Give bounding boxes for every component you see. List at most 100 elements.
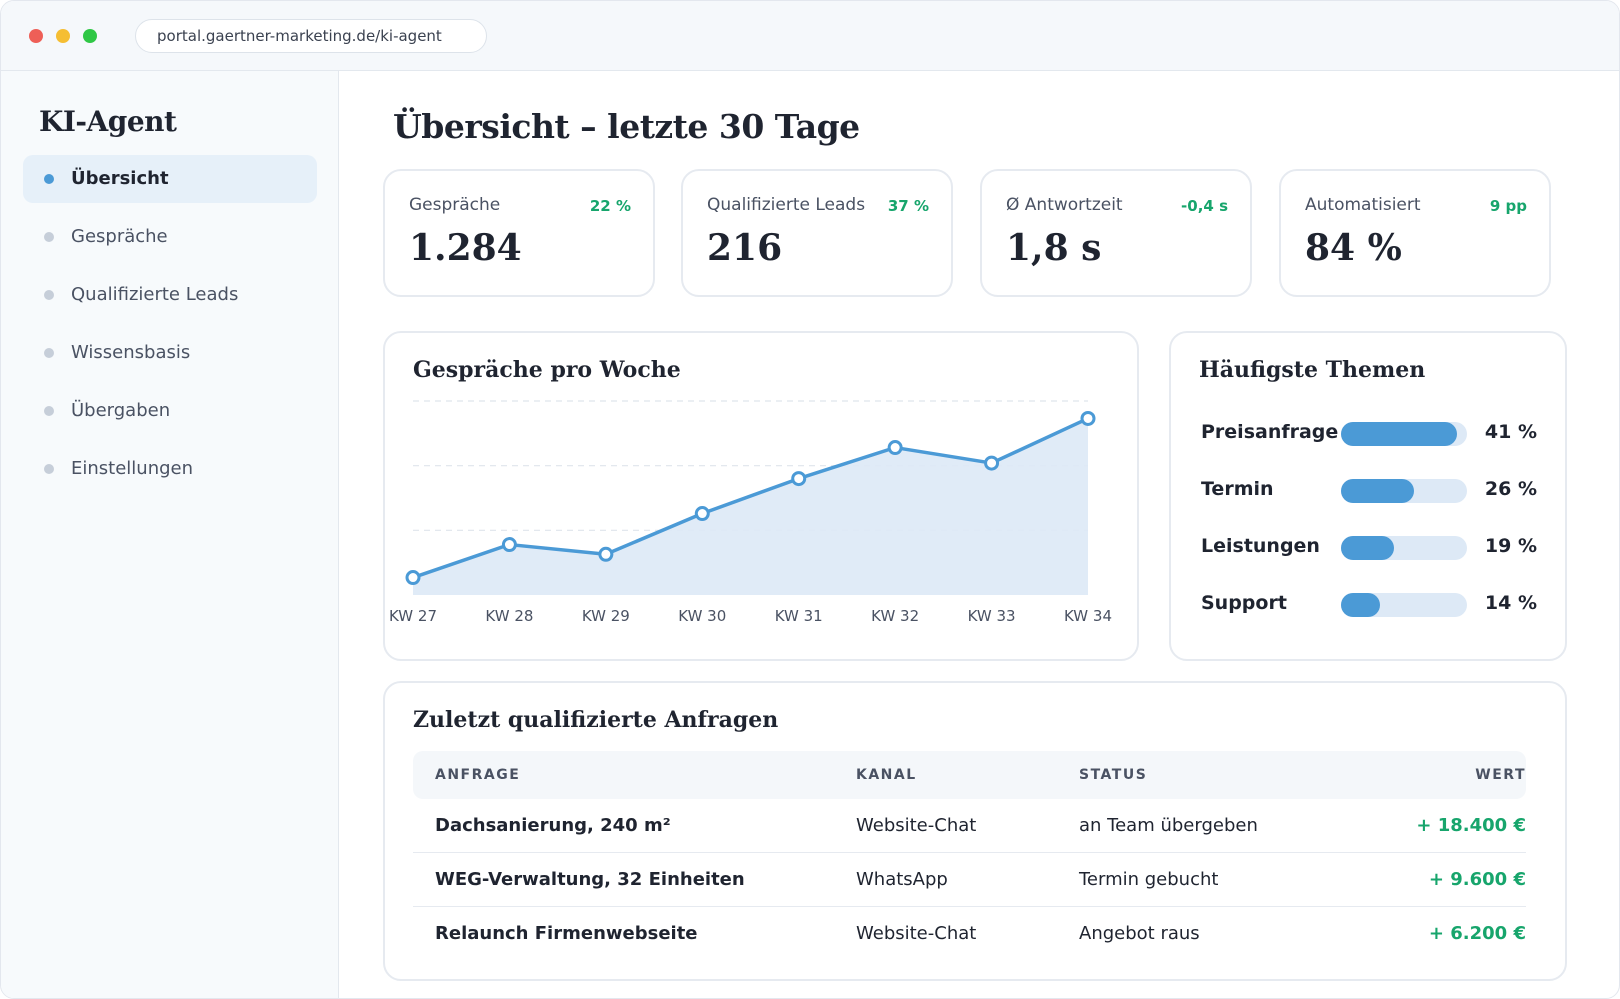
table-row[interactable]: WEG-Verwaltung, 32 Einheiten WhatsApp Te…: [413, 853, 1526, 907]
sidebar-item-einstellungen[interactable]: Einstellungen: [23, 445, 317, 493]
chart-data-point: [598, 546, 614, 562]
topic-bar-fill: [1341, 593, 1381, 617]
chart-x-tick-label: KW 31: [775, 607, 823, 625]
cell-anfrage: Relaunch Firmenwebseite: [435, 923, 698, 944]
chart-x-tick-label: KW 29: [582, 607, 630, 625]
topics-card: Häufigste Themen Preisanfrage 41 % Termi…: [1169, 331, 1567, 661]
kpi-label: Gespräche: [409, 195, 501, 215]
chart-x-tick-label: KW 30: [678, 607, 726, 625]
cell-status: Angebot raus: [1079, 923, 1200, 944]
url-bar[interactable]: portal.gaertner-marketing.de/ki-agent: [135, 19, 487, 53]
dot-icon: [44, 348, 54, 358]
cell-wert: + 18.400 €: [1416, 815, 1526, 836]
kpi-delta: 9 pp: [1489, 197, 1527, 215]
kpi-label: Automatisiert: [1305, 195, 1421, 215]
chart-x-tick-label: KW 33: [968, 607, 1016, 625]
chart-x-tick-label: KW 32: [871, 607, 919, 625]
sidebar-item-uebergaben[interactable]: Übergaben: [23, 387, 317, 435]
chart-title: Gespräche pro Woche: [413, 357, 681, 383]
kpi-card-automatisiert: Automatisiert 9 pp 84 %: [1279, 169, 1551, 297]
kpi-card-gespraeche: Gespräche 22 % 1.284: [383, 169, 655, 297]
chart-data-point: [405, 570, 421, 586]
chart-data-point: [501, 537, 517, 553]
kpi-delta: -0,4 s: [1181, 197, 1228, 215]
topic-percent: 14 %: [1484, 592, 1537, 614]
column-header-anfrage[interactable]: ANFRAGE: [435, 767, 521, 783]
chart-data-point: [887, 440, 903, 456]
sidebar-item-wissensbasis[interactable]: Wissensbasis: [23, 329, 317, 377]
chart-data-point: [694, 506, 710, 522]
topics-title: Häufigste Themen: [1199, 357, 1426, 383]
close-window-button[interactable]: [29, 29, 43, 43]
topic-bar-track: [1341, 422, 1467, 446]
dot-icon: [44, 290, 54, 300]
chart-area: [413, 418, 1088, 595]
topic-label: Termin: [1201, 478, 1274, 500]
chart-x-tick-label: KW 28: [485, 607, 533, 625]
topic-bar-fill: [1341, 479, 1415, 503]
recent-requests-card: Zuletzt qualifizierte Anfragen ANFRAGE K…: [383, 681, 1567, 981]
cell-wert: + 6.200 €: [1428, 923, 1526, 944]
cell-anfrage: Dachsanierung, 240 m²: [435, 815, 671, 836]
topic-bar-fill: [1341, 422, 1457, 446]
table-header: ANFRAGE KANAL STATUS WERT: [413, 751, 1526, 799]
kpi-label: Qualifizierte Leads: [707, 195, 866, 215]
cell-status: Termin gebucht: [1079, 869, 1219, 890]
topic-label: Support: [1201, 592, 1287, 614]
topic-percent: 19 %: [1484, 535, 1537, 557]
sidebar-item-label: Gespräche: [71, 226, 168, 247]
table-row[interactable]: Relaunch Firmenwebseite Website-Chat Ang…: [413, 907, 1526, 961]
sidebar-item-uebersicht[interactable]: Übersicht: [23, 155, 317, 203]
cell-kanal: Website-Chat: [856, 815, 977, 836]
chart-data-point: [1080, 410, 1096, 426]
kpi-value: 1.284: [409, 227, 522, 269]
kpi-value: 1,8 s: [1006, 227, 1102, 269]
sidebar-item-gespraeche[interactable]: Gespräche: [23, 213, 317, 261]
sidebar: KI-Agent Übersicht Gespräche Qualifizier…: [1, 71, 339, 998]
sidebar-item-label: Übersicht: [71, 168, 169, 189]
main-content: Übersicht – letzte 30 Tage Gespräche 22 …: [339, 71, 1619, 998]
topic-label: Leistungen: [1201, 535, 1320, 557]
kpi-value: 216: [707, 227, 783, 269]
chart-x-tick-label: KW 27: [389, 607, 437, 625]
cell-kanal: WhatsApp: [856, 869, 948, 890]
kpi-delta: 22 %: [589, 197, 631, 215]
weekly-chart-card: Gespräche pro Woche KW 27 KW 28 KW 29 KW 30…: [383, 331, 1139, 661]
topic-bar-track: [1341, 593, 1467, 617]
chart-data-point: [791, 471, 807, 487]
topic-label: Preisanfrage: [1201, 421, 1339, 443]
kpi-label: Ø Antwortzeit: [1006, 195, 1123, 215]
column-header-kanal[interactable]: KANAL: [856, 767, 917, 783]
sidebar-item-label: Einstellungen: [71, 458, 194, 479]
cell-status: an Team übergeben: [1079, 815, 1258, 836]
minimize-window-button[interactable]: [56, 29, 70, 43]
topic-bar-fill: [1341, 536, 1394, 560]
cell-anfrage: WEG-Verwaltung, 32 Einheiten: [435, 869, 745, 890]
table-title: Zuletzt qualifizierte Anfragen: [413, 707, 779, 733]
kpi-card-antwortzeit: Ø Antwortzeit -0,4 s 1,8 s: [980, 169, 1252, 297]
maximize-window-button[interactable]: [83, 29, 97, 43]
column-header-wert[interactable]: WERT: [1475, 767, 1526, 783]
topic-percent: 26 %: [1484, 478, 1537, 500]
table-row[interactable]: Dachsanierung, 240 m² Website-Chat an Te…: [413, 799, 1526, 853]
topic-percent: 41 %: [1484, 421, 1537, 443]
title-bar: portal.gaertner-marketing.de/ki-agent: [1, 1, 1619, 71]
kpi-card-leads: Qualifizierte Leads 37 % 216: [681, 169, 953, 297]
dot-icon: [44, 406, 54, 416]
column-header-status[interactable]: STATUS: [1079, 767, 1148, 783]
chart-series-line: [412, 416, 1089, 580]
chart-x-tick-label: KW 34: [1064, 607, 1112, 625]
weekly-chart: KW 27 KW 28 KW 29 KW 30 KW 31 KW 32 KW 33 KW 34: [389, 400, 1112, 625]
active-dot-icon: [44, 174, 54, 184]
dot-icon: [44, 232, 54, 242]
kpi-delta: 37 %: [887, 197, 929, 215]
sidebar-item-label: Wissensbasis: [71, 342, 191, 363]
cell-wert: + 9.600 €: [1428, 869, 1526, 890]
brand-title: KI-Agent: [39, 105, 177, 138]
kpi-value: 84 %: [1305, 227, 1402, 269]
sidebar-item-label: Qualifizierte Leads: [71, 284, 239, 305]
dot-icon: [44, 464, 54, 474]
topic-bar-track: [1341, 479, 1467, 503]
sidebar-item-qualifizierte-leads[interactable]: Qualifizierte Leads: [23, 271, 317, 319]
